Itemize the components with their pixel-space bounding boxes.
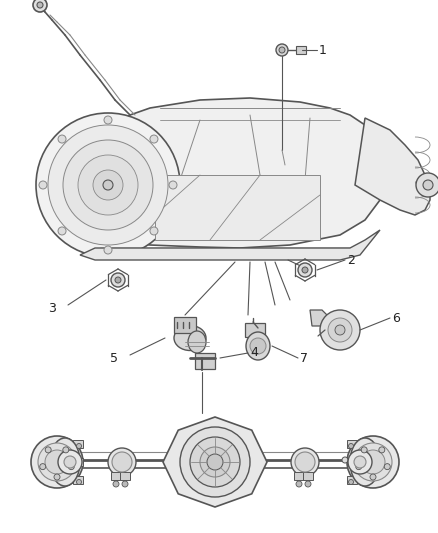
Circle shape: [200, 447, 230, 477]
Text: 5: 5: [110, 351, 118, 365]
FancyBboxPatch shape: [73, 458, 83, 466]
Circle shape: [103, 180, 113, 190]
Circle shape: [349, 443, 353, 448]
Text: 6: 6: [392, 311, 400, 325]
Circle shape: [279, 47, 285, 53]
Ellipse shape: [246, 332, 270, 360]
Circle shape: [31, 436, 83, 488]
Circle shape: [361, 447, 367, 453]
Polygon shape: [163, 417, 267, 507]
FancyBboxPatch shape: [73, 476, 83, 484]
Circle shape: [348, 450, 372, 474]
Circle shape: [48, 125, 168, 245]
Circle shape: [40, 464, 46, 470]
FancyBboxPatch shape: [174, 317, 196, 333]
Circle shape: [169, 181, 177, 189]
FancyBboxPatch shape: [245, 323, 265, 337]
Circle shape: [122, 481, 128, 487]
Circle shape: [416, 173, 438, 197]
Circle shape: [302, 267, 308, 273]
FancyBboxPatch shape: [347, 440, 357, 448]
Text: 1: 1: [319, 44, 327, 56]
Ellipse shape: [350, 438, 380, 486]
Text: 2: 2: [347, 254, 355, 266]
Circle shape: [150, 227, 158, 235]
Circle shape: [111, 273, 125, 287]
FancyBboxPatch shape: [195, 353, 215, 369]
FancyBboxPatch shape: [303, 472, 313, 480]
FancyBboxPatch shape: [347, 458, 357, 466]
Circle shape: [354, 443, 392, 481]
Circle shape: [112, 452, 132, 472]
Circle shape: [58, 450, 82, 474]
Text: 3: 3: [48, 302, 56, 314]
Circle shape: [115, 277, 121, 283]
Circle shape: [349, 480, 353, 484]
Circle shape: [320, 310, 360, 350]
Circle shape: [150, 135, 158, 143]
Circle shape: [54, 474, 60, 480]
Circle shape: [33, 0, 47, 12]
Circle shape: [384, 464, 390, 470]
Circle shape: [296, 481, 302, 487]
Circle shape: [207, 454, 223, 470]
Ellipse shape: [188, 331, 206, 353]
Circle shape: [77, 480, 81, 484]
Circle shape: [93, 170, 123, 200]
Text: 7: 7: [300, 351, 308, 365]
FancyBboxPatch shape: [294, 472, 304, 480]
Circle shape: [63, 447, 69, 453]
Circle shape: [180, 427, 250, 497]
Polygon shape: [155, 175, 320, 240]
FancyBboxPatch shape: [111, 472, 121, 480]
Circle shape: [370, 474, 376, 480]
Circle shape: [68, 464, 74, 470]
Ellipse shape: [174, 326, 206, 351]
FancyBboxPatch shape: [296, 46, 306, 54]
Circle shape: [45, 447, 51, 453]
Circle shape: [77, 443, 81, 448]
Circle shape: [423, 180, 433, 190]
Circle shape: [77, 462, 81, 466]
Circle shape: [361, 450, 385, 474]
Polygon shape: [80, 230, 380, 260]
Circle shape: [379, 447, 385, 453]
Text: 4: 4: [250, 346, 258, 359]
Circle shape: [356, 464, 362, 470]
Circle shape: [295, 452, 315, 472]
Circle shape: [104, 246, 112, 254]
Circle shape: [63, 140, 153, 230]
Circle shape: [342, 457, 348, 463]
Circle shape: [38, 443, 76, 481]
FancyBboxPatch shape: [347, 476, 357, 484]
Circle shape: [276, 44, 288, 56]
Circle shape: [58, 227, 66, 235]
Circle shape: [104, 116, 112, 124]
Circle shape: [58, 135, 66, 143]
FancyBboxPatch shape: [73, 440, 83, 448]
Ellipse shape: [50, 438, 80, 486]
Circle shape: [335, 325, 345, 335]
Polygon shape: [310, 310, 332, 326]
Ellipse shape: [108, 448, 136, 476]
Circle shape: [78, 155, 138, 215]
FancyBboxPatch shape: [120, 472, 130, 480]
Circle shape: [354, 456, 366, 468]
Circle shape: [250, 338, 266, 354]
Circle shape: [64, 456, 76, 468]
Circle shape: [45, 450, 69, 474]
Circle shape: [305, 481, 311, 487]
Circle shape: [39, 181, 47, 189]
Ellipse shape: [291, 448, 319, 476]
Polygon shape: [355, 118, 430, 215]
Circle shape: [328, 318, 352, 342]
Circle shape: [349, 462, 353, 466]
Circle shape: [36, 113, 180, 257]
Polygon shape: [95, 98, 385, 248]
Circle shape: [37, 2, 43, 8]
Circle shape: [113, 481, 119, 487]
Circle shape: [298, 263, 312, 277]
Circle shape: [347, 436, 399, 488]
Circle shape: [190, 437, 240, 487]
